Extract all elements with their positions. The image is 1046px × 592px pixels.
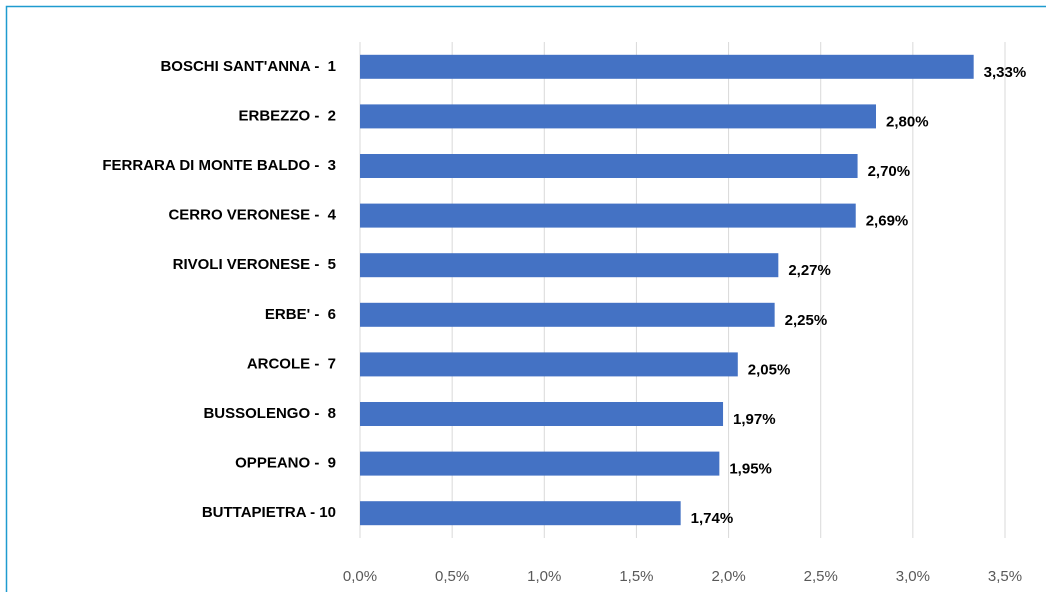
value-label: 2,27% — [788, 262, 831, 279]
chart-frame — [5, 5, 1046, 592]
value-label: 3,33% — [984, 64, 1027, 81]
category-label: FERRARA DI MONTE BALDO - 3 — [102, 157, 336, 174]
category-label: ERBE' - 6 — [265, 306, 336, 323]
x-tick-label: 1,5% — [619, 568, 653, 585]
category-label: CERRO VERONESE - 4 — [168, 207, 336, 224]
value-label: 2,05% — [748, 361, 791, 378]
category-label: BUTTAPIETRA - 10 — [202, 504, 336, 521]
bar — [360, 451, 720, 476]
x-tick-label: 0,0% — [343, 568, 377, 585]
x-tick-label: 2,0% — [711, 568, 745, 585]
bar — [360, 501, 681, 526]
value-label: 1,97% — [733, 411, 776, 428]
category-label: BOSCHI SANT'ANNA - 1 — [160, 58, 336, 75]
value-label: 2,80% — [886, 113, 929, 130]
value-label: 1,74% — [691, 510, 734, 527]
bar — [360, 253, 779, 278]
category-label: OPPEANO - 9 — [235, 455, 336, 472]
value-label: 2,69% — [866, 213, 909, 230]
category-label: BUSSOLENGO - 8 — [203, 405, 336, 422]
bar — [360, 402, 724, 426]
bar — [360, 104, 876, 129]
x-tick-label: 3,0% — [896, 568, 930, 585]
value-label: 2,25% — [785, 312, 828, 329]
category-label: ERBEZZO - 2 — [238, 107, 336, 124]
bar — [360, 203, 856, 228]
bar — [360, 154, 858, 178]
bar — [360, 302, 775, 327]
x-tick-label: 0,5% — [435, 568, 469, 585]
bars — [360, 54, 974, 526]
category-label: ARCOLE - 7 — [247, 355, 336, 372]
bar — [360, 54, 974, 79]
value-label: 1,95% — [729, 461, 772, 478]
value-label: 2,70% — [868, 163, 911, 180]
x-tick-label: 2,5% — [804, 568, 838, 585]
category-label: RIVOLI VERONESE - 5 — [173, 256, 336, 273]
x-tick-label: 1,0% — [527, 568, 561, 585]
bar — [360, 352, 738, 377]
x-tick-label: 3,5% — [988, 568, 1022, 585]
